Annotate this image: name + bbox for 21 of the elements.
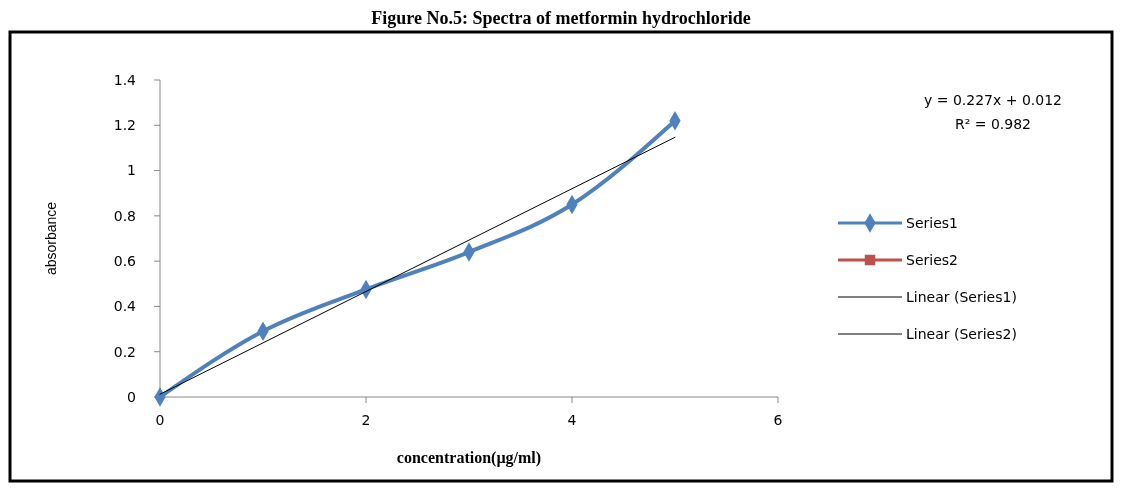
x-tick-label: 0 — [155, 412, 165, 428]
y-tick-label: 1.2 — [113, 117, 136, 134]
chart-title: Figure No.5: Spectra of metformin hydrochloride — [371, 8, 751, 28]
legend-label: Linear (Series1) — [906, 288, 1017, 305]
y-tick-label: 0.6 — [113, 253, 137, 270]
x-axis-title: concentration(µg/ml) — [396, 449, 542, 467]
x-tick-label: 2 — [361, 412, 371, 428]
legend-label: Series2 — [906, 251, 958, 268]
legend-label: Linear (Series2) — [906, 325, 1017, 342]
y-tick-label: 0.2 — [113, 343, 136, 360]
text: y = 0.227x + 0.012 — [924, 91, 1062, 108]
y-tick-label: 1 — [127, 162, 136, 179]
y-axis-title: absorbance — [43, 201, 59, 276]
y-tick-label: 0.8 — [113, 207, 136, 224]
x-tick-label: 4 — [567, 412, 577, 428]
text: R² = 0.982 — [954, 115, 1032, 132]
y-tick-label: 0.4 — [113, 298, 137, 315]
legend-label: Series1 — [906, 214, 958, 231]
y-tick-label: 1.4 — [113, 71, 137, 88]
y-tick-label: 0 — [127, 388, 136, 405]
x-tick-label: 6 — [773, 412, 783, 428]
